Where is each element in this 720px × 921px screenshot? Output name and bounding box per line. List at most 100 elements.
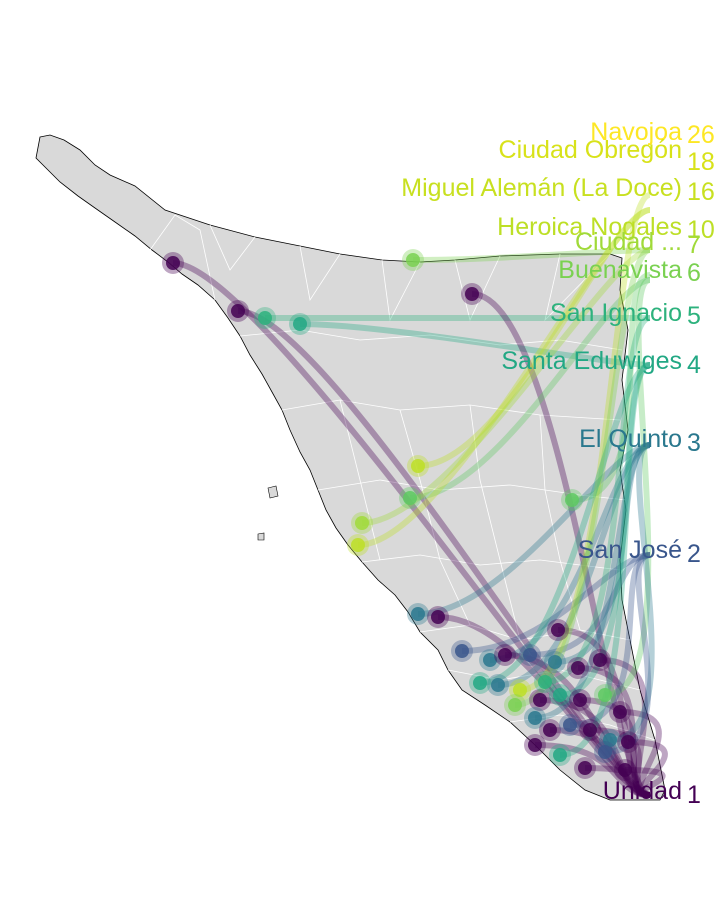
flow-line: [417, 442, 651, 617]
location-point: [553, 748, 567, 762]
location-point: [603, 733, 617, 747]
location-point: [498, 648, 512, 662]
location-point: [513, 683, 527, 697]
rank-number: 5: [687, 302, 701, 330]
location-point: [166, 256, 180, 270]
location-point: [528, 738, 542, 752]
rank-number: 2: [687, 540, 701, 568]
label-navojoa: Navojoa: [590, 118, 682, 146]
flow-line: [409, 277, 651, 501]
rank-numbers: 26 18 16 10 7 6 5 4 3 2 1: [687, 121, 715, 809]
location-point: [483, 653, 497, 667]
location-point: [553, 688, 567, 702]
label-heroica-nogales: Heroica Nogales: [497, 213, 682, 241]
flow-line: [479, 362, 651, 686]
flow-line: [599, 657, 651, 798]
flow-line: [619, 709, 662, 798]
flow-line: [437, 614, 651, 798]
flow-line: [497, 442, 651, 688]
location-point: [231, 304, 245, 318]
rank-number: 7: [687, 231, 701, 259]
label-cluster-6: Buenavista: [558, 256, 682, 284]
location-point: [406, 253, 420, 267]
location-point: [621, 735, 635, 749]
island: [257, 532, 265, 541]
flow-line: [569, 552, 651, 728]
location-point: [578, 761, 592, 775]
location-point: [583, 723, 597, 737]
flow-line: [504, 652, 651, 798]
flow-line: [627, 739, 668, 798]
rank-number: 26: [687, 121, 715, 149]
location-point: [523, 648, 537, 662]
label-unidad: Unidad: [603, 777, 682, 805]
flow-line: [534, 442, 651, 721]
rank-number: 18: [687, 148, 715, 176]
location-point: [528, 711, 542, 725]
location-point: [563, 718, 577, 732]
location-point: [613, 705, 627, 719]
location-point: [258, 311, 272, 325]
location-point: [411, 459, 425, 473]
location-point: [618, 763, 632, 777]
rank-number: 3: [687, 429, 701, 457]
flow-line: [604, 277, 652, 698]
rank-number: 6: [687, 259, 701, 287]
label-cluster-7: Ciudad ...: [575, 228, 682, 256]
location-point: [473, 676, 487, 690]
flow-line: [579, 697, 651, 798]
location-point: [411, 607, 425, 621]
label-el-quinto: El Quinto: [579, 425, 682, 453]
location-point: [533, 693, 547, 707]
location-point: [598, 745, 612, 759]
flow-line: [417, 207, 651, 469]
flow-line: [412, 247, 651, 263]
location-point: [491, 678, 505, 692]
flow-line: [357, 207, 651, 548]
location-point: [355, 516, 369, 530]
flow-line: [172, 260, 651, 798]
location-point: [593, 653, 607, 667]
label-ciudad-obregon: Ciudad Obregón: [499, 136, 682, 164]
flow-line: [529, 552, 651, 658]
flow-line: [554, 442, 651, 665]
flow-line: [584, 765, 651, 798]
label-santa-eduwiges: Santa Eduwiges: [501, 347, 682, 375]
location-point: [538, 675, 552, 689]
label-san-jose: San José: [578, 536, 682, 564]
location-point: [598, 688, 612, 702]
rank-number: 16: [687, 178, 715, 206]
location-point: [571, 661, 585, 675]
location-point: [351, 538, 365, 552]
location-labels: Navojoa Ciudad Obregón Miguel Alemán (La…: [401, 118, 682, 805]
flow-line: [609, 442, 655, 743]
flow-line: [589, 727, 651, 798]
flow-line: [489, 442, 651, 663]
rank-number: 4: [687, 351, 701, 379]
flow-line: [361, 247, 651, 526]
island: [267, 485, 279, 499]
flow-line: [461, 552, 651, 654]
location-point: [551, 623, 565, 637]
rank-number: 1: [687, 781, 701, 809]
location-point: [565, 493, 579, 507]
location-point: [573, 693, 587, 707]
flow-line: [559, 362, 652, 698]
location-point: [431, 610, 445, 624]
region-outline: [35, 134, 666, 801]
flow-line: [571, 272, 651, 503]
municipal-boundaries: [149, 214, 656, 741]
location-point: [543, 723, 557, 737]
flow-line: [534, 742, 651, 798]
location-point: [548, 655, 562, 669]
location-point: [455, 644, 469, 658]
location-point: [403, 491, 417, 505]
flow-line: [549, 727, 651, 798]
label-miguel-aleman: Miguel Alemán (La Doce): [401, 174, 682, 202]
location-points: [162, 249, 639, 781]
flow-line: [577, 665, 651, 798]
flow-line: [539, 697, 651, 798]
flow-line: [624, 767, 666, 798]
